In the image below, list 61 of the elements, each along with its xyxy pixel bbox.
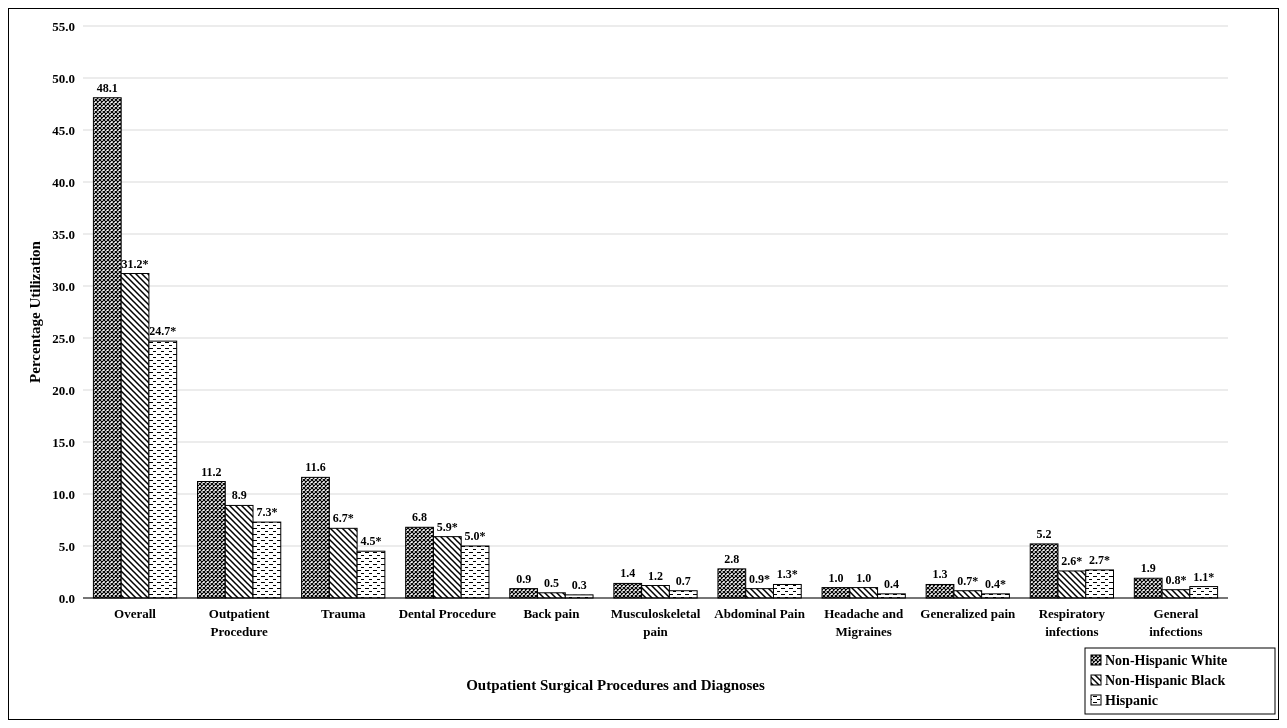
x-tick-label: Headache and Migraines: [824, 606, 904, 639]
data-label: 0.9: [516, 571, 532, 586]
data-label: 5.9*: [436, 519, 458, 534]
data-label: 0.5: [543, 575, 559, 590]
data-label: 0.7*: [957, 573, 979, 588]
x-tick-label: Respiratory infections: [1038, 606, 1106, 639]
data-label: 1.0: [856, 570, 872, 585]
x-tick-label: Musculoskeletal pain: [610, 606, 701, 639]
x-tick-label: General infections: [1149, 606, 1203, 639]
legend-label: Non-Hispanic Black: [1105, 672, 1226, 688]
data-label: 1.9: [1140, 561, 1156, 576]
data-label: 7.3*: [256, 505, 278, 520]
x-tick-label: Dental Procedure: [398, 606, 497, 621]
x-tick-label: Outpatient Procedure: [208, 606, 271, 639]
data-label: 48.1: [96, 80, 118, 95]
y-tick-label: 35.0: [52, 226, 75, 242]
data-label: 11.2: [201, 464, 222, 479]
data-label: 1.1*: [1193, 569, 1215, 584]
x-tick-label: Generalized pain: [920, 606, 1017, 621]
y-tick-label: 30.0: [52, 278, 75, 294]
data-label: 24.7*: [149, 324, 177, 339]
data-label: 1.0: [828, 570, 844, 585]
y-tick-label: 25.0: [52, 330, 75, 346]
data-label: 0.4*: [985, 576, 1007, 591]
data-label: 0.8*: [1165, 572, 1187, 587]
data-label: 1.2: [648, 568, 663, 583]
y-tick-label: 0.0: [58, 590, 75, 606]
data-label: 8.9: [231, 488, 247, 503]
data-label: 1.3*: [776, 567, 798, 582]
data-label: 2.8: [724, 551, 740, 566]
x-axis-title: Outpatient Surgical Procedures and Diagnoses: [466, 677, 765, 693]
data-label: 6.7*: [332, 511, 354, 526]
y-tick-label: 15.0: [52, 434, 75, 450]
data-label: 31.2*: [121, 256, 149, 271]
y-tick-label: 5.0: [58, 538, 75, 554]
y-tick-label: 50.0: [52, 70, 75, 86]
data-label: 1.3: [932, 567, 948, 582]
data-label: 0.9*: [749, 571, 771, 586]
y-tick-label: 45.0: [52, 122, 75, 138]
data-label: 2.6*: [1061, 553, 1083, 568]
legend-label: Non-Hispanic White: [1105, 652, 1228, 668]
data-label: 0.3: [571, 577, 587, 592]
y-tick-label: 40.0: [52, 174, 75, 190]
x-tick-label: Back pain: [523, 606, 581, 621]
y-axis-title: Percentage Utilization: [27, 240, 43, 383]
data-label: 11.6: [305, 460, 326, 475]
y-tick-label: 20.0: [52, 382, 75, 398]
x-tick-label: Overall: [114, 606, 157, 621]
data-label: 0.4: [883, 576, 899, 591]
y-tick-label: 10.0: [52, 486, 75, 502]
data-label: 1.4: [620, 566, 636, 581]
y-tick-label: 55.0: [52, 18, 75, 34]
x-tick-label: Abdominal Pain: [714, 606, 806, 621]
data-label: 5.2: [1036, 526, 1052, 541]
data-label: 6.8: [412, 510, 428, 525]
data-label: 4.5*: [360, 534, 382, 549]
data-label: 0.7: [675, 573, 691, 588]
data-label: 5.0*: [464, 529, 486, 543]
legend-label: Hispanic: [1105, 692, 1158, 708]
data-label: 2.7*: [1089, 552, 1111, 567]
x-tick-label: Trauma: [320, 606, 366, 621]
